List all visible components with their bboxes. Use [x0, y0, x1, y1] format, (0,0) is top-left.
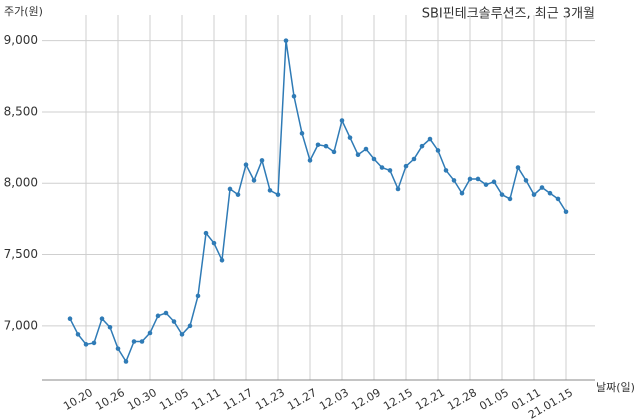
data-point — [307, 158, 313, 163]
data-point — [91, 340, 97, 346]
data-point — [547, 190, 553, 196]
x-tick-label: 10.20 — [61, 386, 95, 413]
chart-title: SBI핀테크솔루션즈, 최근 3개월 — [422, 7, 595, 22]
y-tick-label: 8,500 — [4, 104, 38, 118]
data-point — [163, 310, 169, 316]
data-point — [523, 178, 529, 183]
x-tick-label: 10.26 — [93, 386, 127, 413]
data-point — [99, 316, 105, 321]
data-point — [531, 192, 537, 197]
x-tick-label: 11.23 — [253, 386, 287, 413]
data-point — [299, 131, 305, 136]
data-point — [147, 330, 153, 336]
data-point — [395, 186, 401, 192]
data-point — [203, 230, 209, 236]
x-axis-label: 날짜(일) — [596, 380, 635, 394]
data-point — [275, 192, 281, 197]
x-tick-label: 11.11 — [189, 386, 223, 413]
data-point — [155, 313, 161, 319]
data-point — [227, 186, 233, 192]
data-point — [499, 192, 505, 197]
x-tick-label: 10.30 — [125, 386, 159, 413]
data-point — [323, 143, 329, 149]
data-point — [179, 332, 185, 337]
data-point — [387, 168, 393, 173]
data-point — [75, 332, 81, 337]
data-point — [427, 136, 433, 142]
data-point — [355, 152, 361, 158]
y-tick-label: 9,000 — [4, 33, 38, 47]
data-point — [235, 192, 241, 197]
data-point — [131, 339, 137, 344]
data-point — [107, 324, 113, 330]
data-point — [283, 38, 289, 43]
data-point — [139, 339, 145, 344]
data-point — [219, 257, 225, 263]
y-tick-label: 8,000 — [4, 176, 38, 190]
data-point — [267, 188, 273, 193]
x-tick-label: 11.17 — [221, 386, 255, 413]
data-point — [83, 342, 89, 347]
data-point — [339, 118, 345, 123]
data-point — [291, 93, 297, 99]
y-tick-label: 7,500 — [4, 247, 38, 261]
data-point — [555, 196, 561, 202]
data-point — [515, 165, 521, 170]
data-point — [411, 156, 417, 162]
data-point — [243, 162, 249, 168]
y-tick-label: 7,000 — [4, 318, 38, 332]
x-tick-label: 12.15 — [381, 386, 415, 413]
data-point — [475, 176, 481, 182]
data-point — [563, 209, 569, 215]
data-point — [491, 179, 497, 185]
data-point — [115, 346, 121, 351]
x-tick-label: 11.05 — [157, 386, 191, 413]
data-point — [459, 190, 465, 196]
data-point — [371, 156, 377, 162]
data-point — [403, 163, 409, 169]
data-point — [123, 359, 129, 364]
x-tick-label: 12.28 — [445, 386, 479, 413]
data-point — [347, 135, 353, 140]
data-point — [435, 148, 441, 153]
x-tick-label: 12.03 — [317, 386, 351, 413]
data-point — [187, 323, 193, 329]
data-point — [331, 149, 337, 155]
data-point — [379, 165, 385, 170]
data-point — [507, 196, 513, 202]
data-point — [451, 178, 457, 183]
data-point — [483, 182, 489, 187]
x-tick-label: 11.27 — [285, 386, 319, 413]
x-tick-label: 01.05 — [477, 386, 511, 413]
data-point — [467, 176, 473, 182]
x-tick-label: 12.09 — [349, 386, 383, 413]
data-point — [419, 143, 425, 149]
data-point — [251, 178, 257, 183]
data-point — [259, 158, 265, 163]
data-point — [443, 168, 449, 173]
data-point — [315, 142, 321, 148]
y-axis-label: 주가(원) — [4, 5, 43, 18]
price-line — [69, 40, 567, 364]
data-point — [363, 146, 369, 152]
data-point — [195, 293, 201, 299]
x-tick-label: 12.21 — [413, 386, 447, 413]
data-point — [67, 316, 73, 321]
data-point — [211, 240, 217, 246]
data-point — [171, 319, 177, 324]
data-point — [539, 185, 545, 190]
